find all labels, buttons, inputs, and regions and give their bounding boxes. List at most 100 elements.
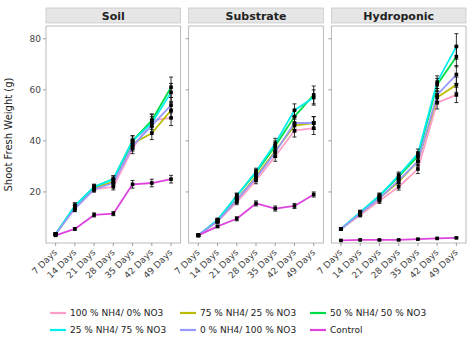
error-bar: [111, 180, 115, 187]
error-bar: [339, 228, 343, 230]
legend-swatch: [50, 312, 66, 314]
series-line: [56, 118, 171, 234]
marker: [312, 121, 316, 125]
error-bar: [273, 147, 277, 157]
marker: [196, 234, 200, 238]
x-tick: [151, 243, 152, 246]
error-bar: [111, 212, 115, 216]
error-cap: [416, 156, 420, 157]
series-line: [198, 194, 313, 235]
facet-strip: [189, 8, 324, 23]
plot-frame: [331, 26, 466, 243]
error-bar: [92, 186, 96, 191]
error-cap: [169, 112, 173, 113]
x-tick: [398, 243, 399, 246]
panel: Substrate7 Days14 Days21 Days28 Days35 D…: [173, 8, 324, 280]
error-cap: [92, 184, 96, 185]
error-cap: [416, 173, 420, 174]
error-bar: [339, 228, 343, 230]
x-tick: [198, 243, 199, 246]
x-tick: [437, 243, 438, 246]
marker: [216, 220, 220, 224]
error-cap: [435, 88, 439, 89]
error-cap: [273, 138, 277, 139]
error-bar: [92, 187, 96, 192]
legend-label: 50 % NH4/ 50 % NO3: [330, 308, 426, 318]
error-cap: [312, 89, 316, 90]
error-bar: [169, 97, 173, 112]
error-cap: [435, 101, 439, 102]
marker: [339, 239, 343, 243]
error-cap: [73, 211, 77, 212]
marker: [435, 237, 439, 241]
marker: [196, 234, 200, 238]
marker: [293, 204, 297, 208]
marker: [235, 194, 239, 198]
series-line: [341, 57, 456, 229]
error-cap: [73, 202, 77, 203]
series-line: [341, 46, 456, 229]
error-bar: [150, 119, 154, 132]
error-bar: [169, 110, 173, 125]
error-bar: [416, 149, 420, 158]
panel: Hydroponic7 Days14 Days21 Days28 Days35 …: [315, 8, 466, 280]
marker: [112, 181, 116, 185]
error-cap: [292, 116, 296, 117]
error-bar: [292, 104, 296, 117]
error-cap: [454, 59, 458, 60]
error-cap: [73, 211, 77, 212]
marker: [169, 91, 173, 95]
error-bar: [169, 175, 173, 183]
series-line: [56, 179, 171, 235]
y-tick: [186, 38, 189, 39]
marker: [150, 131, 154, 135]
marker: [435, 93, 439, 97]
error-cap: [312, 85, 316, 86]
error-bar: [216, 225, 220, 228]
marker: [339, 227, 343, 231]
error-cap: [435, 103, 439, 104]
x-tick: [74, 243, 75, 246]
error-cap: [235, 193, 239, 194]
x-tick: [94, 243, 95, 246]
error-cap: [235, 202, 239, 203]
marker: [339, 227, 343, 231]
error-bar: [235, 197, 239, 202]
marker: [358, 212, 362, 216]
error-cap: [377, 195, 381, 196]
error-cap: [169, 183, 173, 184]
error-cap: [377, 193, 381, 194]
error-cap: [292, 116, 296, 117]
error-cap: [131, 188, 135, 189]
marker: [150, 124, 154, 128]
data-area: [339, 34, 458, 243]
error-cap: [92, 186, 96, 187]
x-tick: [217, 243, 218, 246]
legend-label: 25 % NH4/ 75 % NO3: [70, 325, 166, 335]
error-cap: [397, 190, 401, 191]
marker: [293, 108, 297, 112]
marker: [455, 83, 459, 87]
error-bar: [235, 197, 239, 202]
marker: [378, 238, 382, 242]
y-tick-label: 80: [30, 34, 42, 44]
error-cap: [416, 165, 420, 166]
facet-strip: [331, 8, 466, 23]
error-cap: [377, 203, 381, 204]
marker: [254, 170, 258, 174]
error-cap: [292, 137, 296, 138]
error-bar: [377, 196, 381, 201]
y-tick: [43, 140, 46, 141]
error-cap: [73, 205, 77, 206]
y-tick: [186, 191, 189, 192]
error-cap: [312, 134, 316, 135]
series-line: [341, 95, 456, 229]
error-bar: [131, 141, 135, 151]
y-tick: [43, 89, 46, 90]
error-cap: [312, 129, 316, 130]
marker: [254, 202, 258, 206]
error-cap: [131, 135, 135, 136]
error-cap: [254, 174, 258, 175]
data-area: [196, 86, 315, 237]
series-line: [56, 105, 171, 234]
